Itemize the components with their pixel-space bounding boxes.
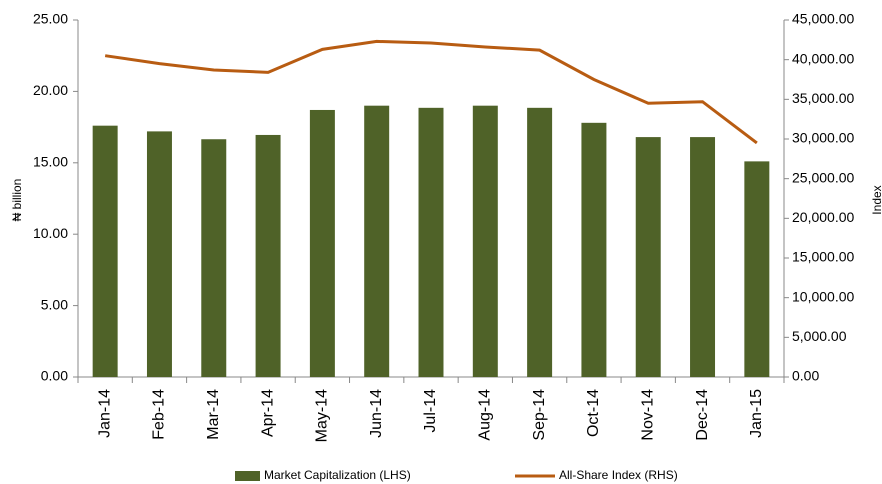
bar xyxy=(527,107,553,378)
y2-tick-label: 15,000.00 xyxy=(792,249,854,265)
bar xyxy=(744,161,770,377)
y-tick-label: 20.00 xyxy=(33,82,68,98)
bar xyxy=(418,107,444,378)
x-tick-label: Dec-14 xyxy=(694,389,711,441)
x-tick-label: Sep-14 xyxy=(531,389,548,441)
x-tick-label: Apr-14 xyxy=(259,389,276,437)
y2-tick-label: 10,000.00 xyxy=(792,288,854,304)
legend-swatch xyxy=(235,471,260,481)
bar xyxy=(92,125,118,377)
x-tick-label: Aug-14 xyxy=(477,389,494,441)
legend-label: All-Share Index (RHS) xyxy=(559,468,678,482)
y2-axis-label: Index xyxy=(870,185,882,214)
x-tick-label: Nov-14 xyxy=(639,389,656,441)
y2-tick-label: 5,000.00 xyxy=(792,328,847,344)
bar xyxy=(255,134,281,377)
y2-tick-label: 0.00 xyxy=(792,368,819,384)
y2-tick-label: 20,000.00 xyxy=(792,209,854,225)
bar xyxy=(146,131,172,377)
y-tick-label: 0.00 xyxy=(41,368,68,384)
bar xyxy=(690,137,716,377)
y2-tick-label: 35,000.00 xyxy=(792,90,854,106)
y2-tick-label: 40,000.00 xyxy=(792,50,854,66)
bar xyxy=(635,137,661,377)
x-tick-label: Jul-14 xyxy=(422,389,439,433)
x-tick-label: Oct-14 xyxy=(585,389,602,437)
x-tick-label: Jan-15 xyxy=(748,389,765,438)
y-axis-label: ₦ billion xyxy=(10,179,24,222)
y-tick-label: 10.00 xyxy=(33,225,68,241)
line xyxy=(104,39,758,145)
x-tick-label: Jun-14 xyxy=(368,389,385,438)
x-tick-label: May-14 xyxy=(314,389,331,442)
y2-tick-label: 30,000.00 xyxy=(792,130,854,146)
y-tick-label: 15.00 xyxy=(33,154,68,170)
bar xyxy=(364,105,390,378)
y2-tick-label: 25,000.00 xyxy=(792,169,854,185)
y2-tick-label: 45,000.00 xyxy=(792,11,854,27)
y-tick-label: 5.00 xyxy=(41,296,68,312)
bar xyxy=(309,109,335,378)
bar xyxy=(201,139,227,377)
x-tick-label: Mar-14 xyxy=(205,389,222,440)
y-tick-label: 25.00 xyxy=(33,11,68,27)
x-tick-label: Jan-14 xyxy=(96,389,113,438)
legend-label: Market Capitalization (LHS) xyxy=(264,468,411,482)
x-tick-label: Feb-14 xyxy=(151,389,168,440)
bar xyxy=(472,105,498,378)
bar xyxy=(581,122,607,377)
